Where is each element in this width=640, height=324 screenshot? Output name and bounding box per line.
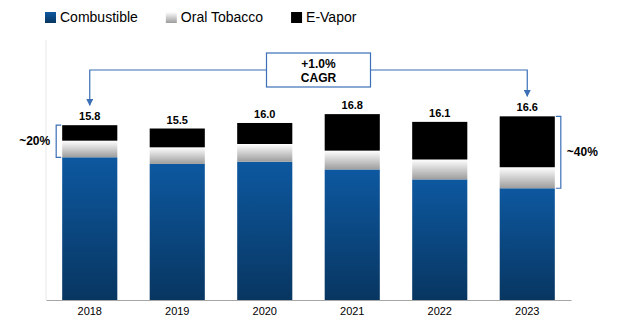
series-bars: [62, 114, 555, 167]
legend-swatch: [45, 12, 56, 23]
legend-label: Combustible: [60, 9, 138, 25]
x-tick-label: 2021: [340, 305, 364, 317]
bar-segment: [150, 147, 205, 164]
bar-segment: [500, 116, 555, 167]
bars: [62, 114, 555, 300]
total-label: 16.1: [429, 107, 450, 119]
x-tick-label: 2020: [253, 305, 277, 317]
share-label: ~40%: [567, 145, 598, 159]
share-bracket: [56, 125, 61, 157]
legend-swatch: [291, 12, 302, 23]
x-tick: 2019: [165, 300, 189, 317]
series-bars: [62, 141, 555, 189]
bar-segment: [62, 141, 117, 158]
totals: 15.8 15.5 16.0 16.8 16.1 16.6: [79, 99, 538, 125]
annotations: +1.0%CAGR ~20% ~40%: [19, 53, 598, 188]
bar-segment: [412, 159, 467, 179]
bar-segment: [500, 167, 555, 188]
bar-segment: [237, 162, 292, 300]
cagr-label: +1.0%: [301, 57, 336, 71]
bar-segment: [237, 123, 292, 144]
legend: Combustible Oral Tobacco E-Vapor: [45, 9, 357, 25]
x-tick: 2021: [340, 300, 364, 317]
share-bracket: [556, 116, 561, 188]
x-tick-label: 2019: [165, 305, 189, 317]
series-bars: [62, 157, 555, 300]
bar-segment: [150, 164, 205, 300]
x-axis-line: [47, 300, 572, 301]
chart: 2018 2019 2020 2021 2022 2023 15.8 15.5 16.0 16.8…: [0, 0, 640, 324]
x-tick: 2018: [78, 300, 102, 317]
cagr-box: [267, 53, 371, 87]
x-tick-label: 2023: [515, 305, 539, 317]
legend-item: Combustible: [45, 9, 138, 25]
legend-item: Oral Tobacco: [166, 9, 263, 25]
x-axis: 2018 2019 2020 2021 2022 2023: [47, 300, 572, 317]
bar-segment: [62, 157, 117, 300]
total-label: 15.5: [167, 114, 188, 126]
total-label: 16.8: [342, 99, 363, 111]
legend-swatch: [166, 12, 177, 23]
x-tick: 2020: [253, 300, 277, 317]
connector: [371, 70, 528, 96]
bar-segment: [412, 179, 467, 300]
cagr-label: CAGR: [301, 71, 337, 85]
legend-label: Oral Tobacco: [181, 9, 263, 25]
x-tick: 2023: [515, 300, 539, 317]
bar-segment: [500, 188, 555, 300]
x-tick: 2022: [428, 300, 452, 317]
connector: [90, 70, 267, 105]
total-label: 15.8: [79, 110, 100, 122]
x-tick-label: 2022: [428, 305, 452, 317]
bar-segment: [62, 125, 117, 140]
total-label: 16.0: [254, 108, 275, 120]
bar-segment: [412, 122, 467, 160]
share-label: ~20%: [19, 134, 50, 148]
bar-segment: [150, 129, 205, 148]
x-tick-label: 2018: [78, 305, 102, 317]
total-label: 16.6: [517, 101, 538, 113]
y-axis-line: [46, 40, 47, 300]
legend-item: E-Vapor: [291, 9, 357, 25]
bar-segment: [237, 144, 292, 162]
bar-segment: [325, 151, 380, 170]
legend-label: E-Vapor: [306, 9, 357, 25]
bar-segment: [325, 169, 380, 300]
bar-segment: [325, 114, 380, 151]
